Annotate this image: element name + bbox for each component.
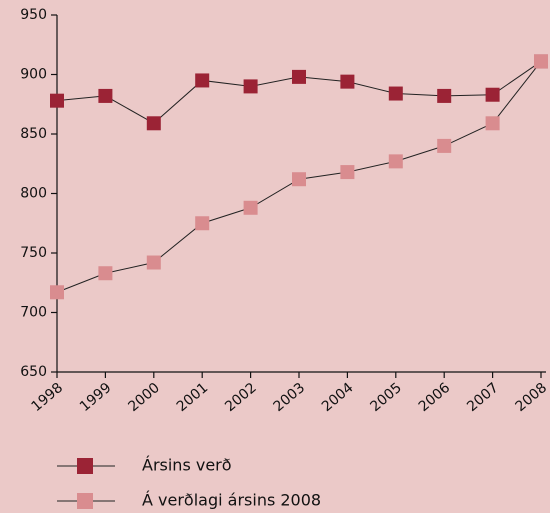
marker: [388, 154, 403, 169]
marker: [50, 285, 64, 300]
marker: [243, 79, 258, 94]
legend-label: Ársins verð: [142, 456, 232, 475]
x-tick-label: 1999: [77, 380, 115, 415]
marker: [388, 86, 403, 101]
x-tick-label: 2002: [222, 380, 260, 415]
marker: [437, 88, 452, 103]
y-tick-label: 900: [20, 67, 47, 83]
y-tick-label: 650: [20, 364, 47, 380]
marker: [195, 216, 210, 231]
x-tick-label: 2006: [416, 380, 454, 415]
x-tick-label: 2005: [367, 380, 405, 415]
y-tick-label: 800: [20, 186, 47, 202]
marker: [534, 54, 548, 69]
y-tick-label: 950: [20, 7, 47, 23]
marker: [292, 172, 306, 187]
marker: [340, 74, 355, 89]
marker: [485, 87, 500, 102]
x-tick-label: 2001: [174, 380, 212, 415]
x-tick-label: 2007: [464, 380, 502, 415]
marker: [50, 93, 64, 108]
marker: [195, 73, 210, 88]
marker: [340, 165, 355, 180]
x-tick-label: 2008: [513, 380, 550, 415]
marker: [485, 116, 500, 131]
x-tick-label: 2004: [319, 380, 357, 415]
marker: [146, 116, 161, 131]
legend-marker: [77, 493, 93, 509]
marker: [98, 88, 113, 103]
marker: [98, 266, 113, 281]
y-tick-label: 850: [20, 126, 47, 142]
marker: [243, 200, 258, 215]
marker: [292, 69, 306, 84]
x-tick-label: 1998: [29, 380, 67, 415]
marker: [146, 255, 161, 270]
x-tick-label: 2003: [271, 380, 309, 415]
marker: [437, 138, 452, 153]
x-tick-label: 2000: [125, 380, 163, 415]
y-tick-label: 750: [20, 245, 47, 261]
legend-marker: [77, 458, 93, 474]
legend-label: Á verðlagi ársins 2008: [142, 491, 321, 510]
y-tick-label: 700: [20, 305, 47, 321]
